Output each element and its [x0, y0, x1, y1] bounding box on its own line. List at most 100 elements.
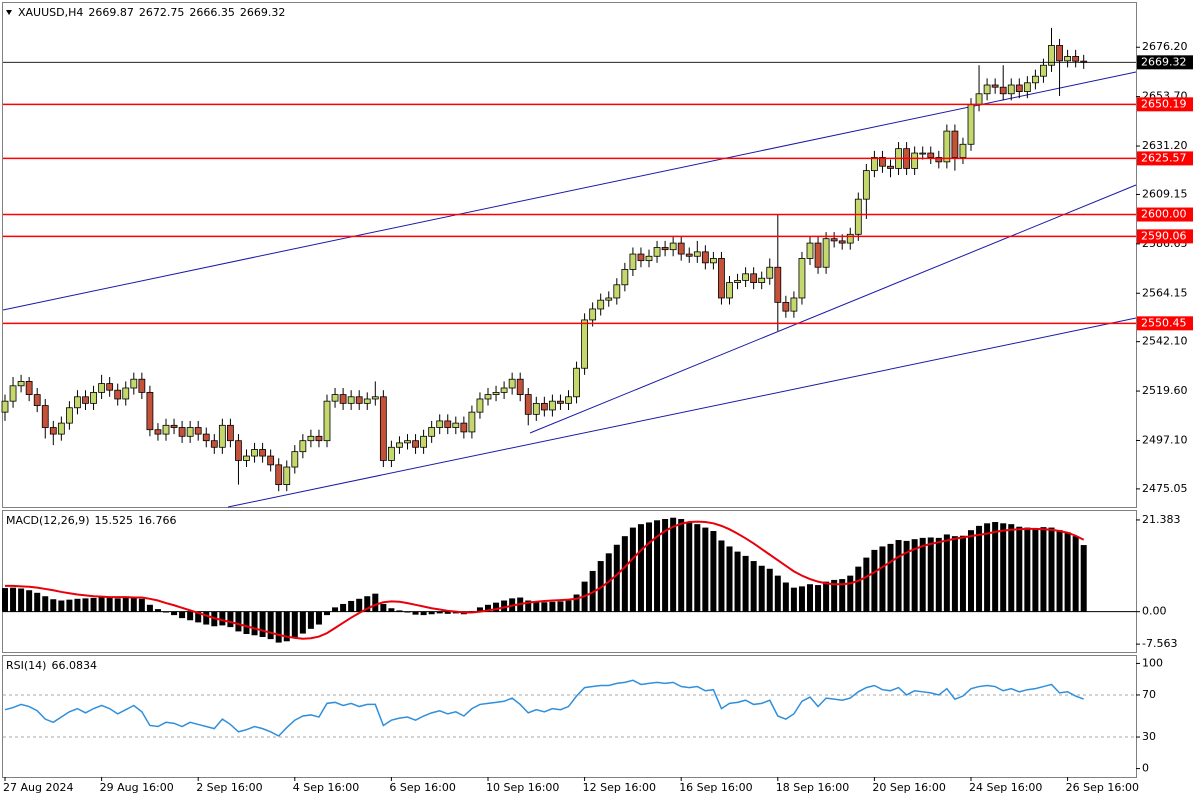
candle-body — [452, 422, 460, 428]
candle-body — [323, 400, 331, 442]
macd-bar — [533, 601, 540, 612]
macd-bar — [380, 603, 387, 612]
candle-body — [991, 84, 999, 88]
y-tick-label: 0 — [1142, 762, 1149, 775]
symbol-menu-arrow — [6, 10, 12, 15]
candle-body — [210, 440, 218, 448]
macd-bar — [444, 611, 451, 614]
x-tick-label: 4 Sep 16:00 — [293, 781, 359, 794]
macd-bar — [106, 597, 113, 612]
rsi-panel-frame — [2, 655, 1137, 778]
candle-body — [33, 394, 41, 406]
candle-body — [557, 400, 564, 404]
candle-body — [420, 435, 428, 448]
candle-body — [17, 381, 25, 387]
macd-bar — [790, 587, 797, 612]
macd-bar — [90, 597, 97, 612]
candle-body — [412, 440, 419, 448]
macd-bar — [299, 611, 306, 634]
macd-bar — [984, 523, 991, 612]
candle-body — [565, 396, 572, 404]
macd-bar — [686, 521, 693, 612]
x-tick-label: 16 Sep 16:00 — [679, 781, 752, 794]
candle-body — [130, 378, 138, 389]
price-panel-frame — [2, 2, 1137, 508]
macd-bar — [646, 522, 652, 612]
macd-bar — [340, 603, 347, 612]
x-tick-label: 12 Sep 16:00 — [583, 781, 656, 794]
candle-body — [790, 297, 798, 312]
candle-body — [967, 104, 975, 145]
candle-body — [307, 435, 315, 442]
y-tick-label: 2542.10 — [1142, 335, 1188, 348]
macd-bar — [420, 611, 427, 616]
y-tick-label: -7.563 — [1142, 637, 1177, 650]
macd-bar — [702, 527, 709, 612]
candle-body — [677, 242, 685, 255]
candle-body — [267, 455, 275, 466]
candle-body — [363, 398, 371, 404]
macd-bar — [525, 600, 532, 612]
panels — [2, 2, 1137, 778]
macd-bar — [694, 524, 701, 612]
macd-bar — [597, 561, 604, 612]
macd-bar — [356, 598, 363, 612]
candle-body — [436, 420, 444, 428]
candle-body — [299, 440, 307, 453]
macd-bar — [26, 590, 33, 612]
macd-bar — [968, 530, 974, 612]
macd-bar — [823, 581, 830, 612]
macd-bar — [501, 600, 508, 612]
macd-bar — [815, 585, 822, 612]
macd-bar — [42, 596, 49, 612]
macd-bar — [235, 611, 242, 632]
candle-body — [66, 407, 73, 424]
level-label: 2550.45 — [1141, 316, 1187, 329]
macd-bar — [476, 607, 483, 612]
macd-bar — [670, 517, 677, 612]
macd-bar — [10, 587, 17, 612]
macd-bar — [243, 611, 250, 634]
candle-body — [943, 130, 951, 163]
x-tick-label: 2 Sep 16:00 — [196, 781, 262, 794]
candle-body — [170, 424, 178, 428]
y-tick-label: 2475.05 — [1142, 482, 1188, 495]
candle-body — [951, 130, 959, 158]
macd-bar — [621, 536, 628, 612]
macd-bar — [412, 611, 419, 615]
candle-body — [532, 402, 540, 415]
candle-body — [315, 435, 323, 442]
macd-bar — [291, 611, 298, 638]
candle-body — [1023, 82, 1031, 92]
panel-value: 15.525 — [95, 514, 134, 527]
macd-bar — [388, 608, 395, 612]
level-box — [1137, 97, 1193, 112]
macd-bar — [98, 597, 105, 612]
candle-body — [782, 301, 790, 312]
macd-bar — [895, 540, 902, 612]
candle-body — [629, 253, 637, 270]
macd-bar — [493, 602, 500, 612]
candle-body — [339, 394, 347, 404]
candle-body — [589, 308, 597, 321]
candle-body — [194, 427, 202, 435]
candle-body — [516, 378, 524, 395]
candle-body — [726, 282, 733, 299]
y-tick-label: 2609.15 — [1142, 187, 1188, 200]
macd-bar — [267, 611, 274, 640]
x-tick-label: 29 Aug 16:00 — [100, 781, 174, 794]
y-tick-label: 30 — [1142, 730, 1156, 743]
candle-body — [766, 266, 774, 279]
macd-bar — [324, 611, 330, 616]
candle-body — [1048, 45, 1055, 66]
level-label: 2600.00 — [1141, 208, 1187, 221]
y-tick-label: 70 — [1142, 688, 1156, 701]
macd-bar — [364, 596, 371, 612]
candle-body — [186, 427, 194, 437]
macd-bar — [1048, 527, 1055, 612]
candle-body — [798, 258, 806, 299]
x-tick-label: 27 Aug 2024 — [3, 781, 73, 794]
candle-body — [710, 258, 717, 264]
candle-body — [106, 383, 114, 391]
